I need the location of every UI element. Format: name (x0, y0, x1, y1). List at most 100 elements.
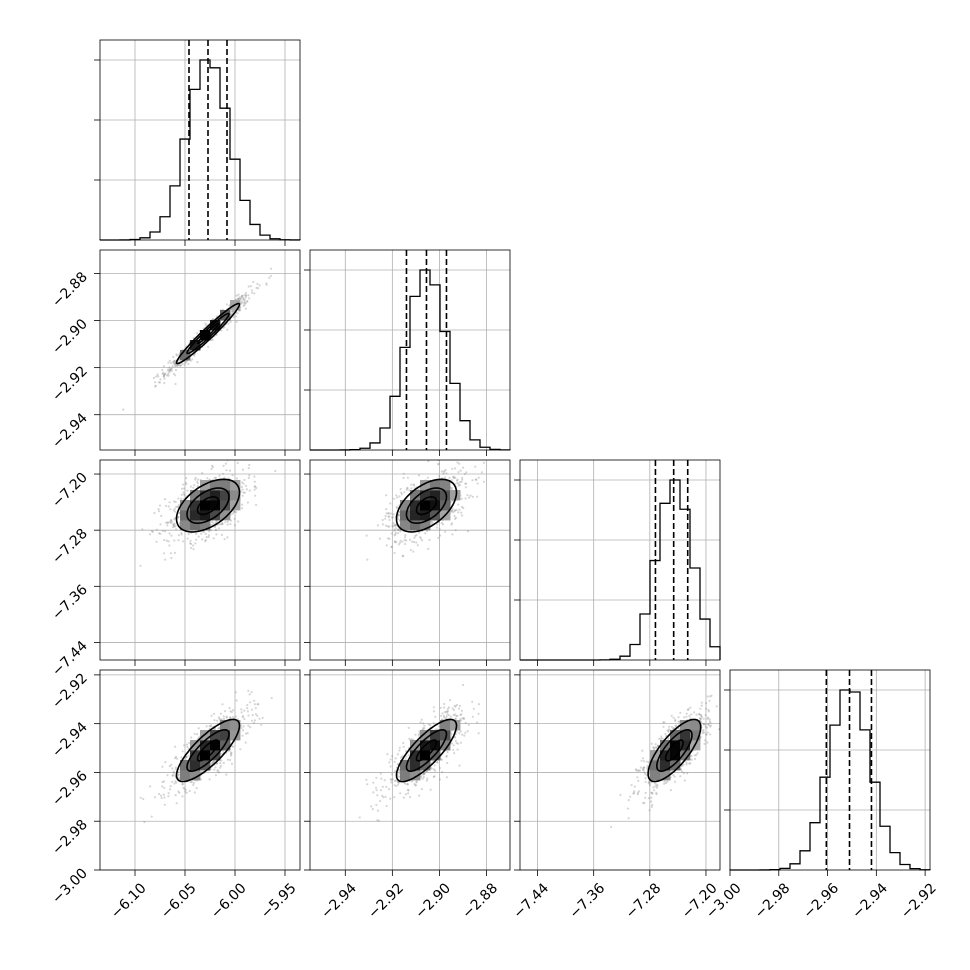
sample-point (162, 793, 165, 796)
density-cell (400, 770, 411, 781)
sample-point (242, 715, 245, 718)
sample-point (231, 745, 234, 748)
sample-point (379, 799, 382, 803)
sample-point (389, 778, 392, 781)
sample-point (482, 480, 486, 483)
sample-point (212, 537, 215, 540)
sample-point (637, 790, 641, 793)
sample-point (176, 505, 179, 508)
sample-point (450, 732, 453, 735)
sample-point (247, 285, 250, 288)
sample-point (217, 527, 221, 530)
sample-point (155, 540, 158, 544)
sample-point (636, 776, 639, 779)
sample-point (709, 725, 712, 728)
sample-point (175, 528, 178, 531)
sample-point (650, 800, 653, 803)
sample-point (422, 773, 425, 776)
density-cell (410, 520, 421, 531)
density-cell (430, 730, 441, 741)
sample-point (184, 790, 187, 793)
sample-point (217, 716, 220, 719)
sample-point (242, 482, 245, 485)
x-tick-label: −5.95 (258, 880, 300, 922)
density-cell (230, 480, 241, 491)
panel-content (139, 460, 277, 567)
sample-point (456, 479, 459, 482)
sample-point (432, 722, 435, 725)
sample-point (173, 539, 176, 542)
sample-point (210, 725, 213, 728)
sample-point (243, 299, 247, 302)
sample-point (695, 753, 698, 757)
sample-point (186, 489, 189, 492)
sample-point (236, 297, 239, 300)
sample-point (458, 764, 461, 767)
x-tick-label: −7.44 (511, 880, 553, 922)
sample-point (466, 730, 469, 733)
sample-point (414, 534, 417, 538)
sample-point (687, 708, 690, 711)
sample-point (705, 702, 708, 705)
sample-point (454, 718, 457, 721)
sample-point (222, 472, 225, 475)
sample-point (226, 523, 229, 526)
sample-point (407, 726, 410, 730)
sample-point (167, 361, 170, 364)
sample-point (164, 761, 167, 764)
sample-point (461, 514, 464, 517)
density-cell (210, 740, 221, 751)
sample-point (202, 530, 206, 533)
sample-point (173, 507, 176, 510)
sample-point (658, 737, 661, 740)
sample-point (158, 504, 162, 507)
sample-point (249, 726, 252, 729)
sample-point (234, 315, 237, 318)
sample-point (388, 525, 391, 528)
sample-point (381, 794, 384, 797)
sample-point (170, 519, 173, 522)
sample-point (160, 514, 163, 518)
sample-point (387, 512, 390, 515)
sample-point (163, 373, 166, 376)
sample-point (176, 517, 180, 520)
sample-point (175, 757, 178, 760)
sample-point (160, 796, 163, 800)
density-cell (200, 480, 211, 491)
sample-point (220, 718, 223, 721)
sample-point (154, 381, 157, 384)
sample-point (662, 721, 665, 724)
density-cell (680, 740, 691, 751)
density-cell (180, 770, 191, 781)
sample-point (215, 762, 219, 765)
sample-point (248, 297, 251, 300)
scatter-panel-3-2 (304, 459, 511, 666)
sample-point (410, 487, 413, 490)
sample-point (384, 514, 387, 518)
sample-point (253, 475, 256, 478)
sample-point (641, 767, 645, 770)
x-tick-label: −2.92 (365, 880, 407, 922)
sample-point (227, 749, 230, 753)
density-cell (190, 520, 201, 531)
sample-point (247, 476, 250, 480)
sample-point (454, 736, 457, 739)
sample-point (241, 481, 244, 484)
sample-point (718, 728, 720, 731)
sample-point (442, 472, 445, 475)
sample-point (426, 770, 429, 773)
sample-point (422, 775, 425, 779)
sample-point (159, 523, 162, 526)
y-tick-label: −7.20 (49, 470, 91, 512)
sample-point (407, 789, 410, 792)
sample-point (172, 523, 175, 526)
sample-point (399, 530, 402, 533)
sample-point (462, 717, 465, 720)
sample-point (237, 520, 240, 523)
sample-point (177, 515, 180, 519)
sample-point (229, 519, 233, 522)
sample-point (404, 782, 407, 785)
sample-point (476, 495, 479, 498)
sample-point (643, 801, 646, 805)
sample-point (404, 542, 407, 546)
